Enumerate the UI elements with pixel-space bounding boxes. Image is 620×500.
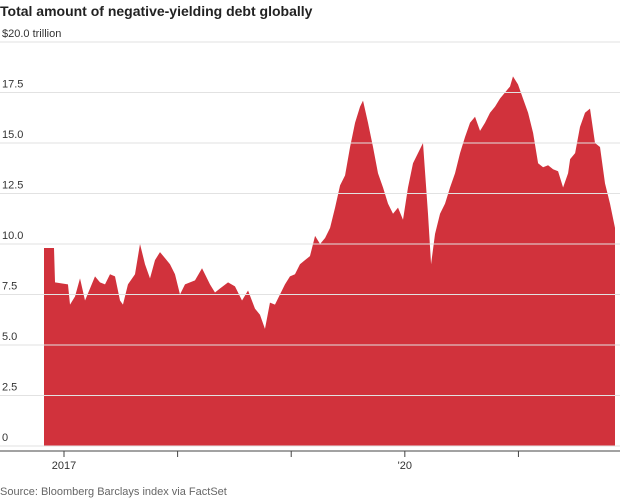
source: Source: Bloomberg Barclays index via Fac… (0, 486, 227, 498)
y-tick-label: 0 (2, 432, 8, 444)
y-tick-label: 5.0 (2, 331, 17, 343)
y-tick-label: 7.5 (2, 281, 17, 293)
chart-title: Total amount of negative-yielding debt g… (0, 3, 313, 19)
area (44, 76, 615, 446)
x-tick-label: '20 (398, 460, 412, 472)
y-tick-label: 10.0 (2, 230, 23, 242)
y-tick-label: $20.0 trillion (2, 28, 61, 40)
x-tick-label: 2017 (52, 460, 76, 472)
y-tick-label: 2.5 (2, 382, 17, 394)
y-tick-label: 17.5 (2, 79, 23, 91)
y-tick-label: 15.0 (2, 129, 23, 141)
y-tick-label: 12.5 (2, 180, 23, 192)
